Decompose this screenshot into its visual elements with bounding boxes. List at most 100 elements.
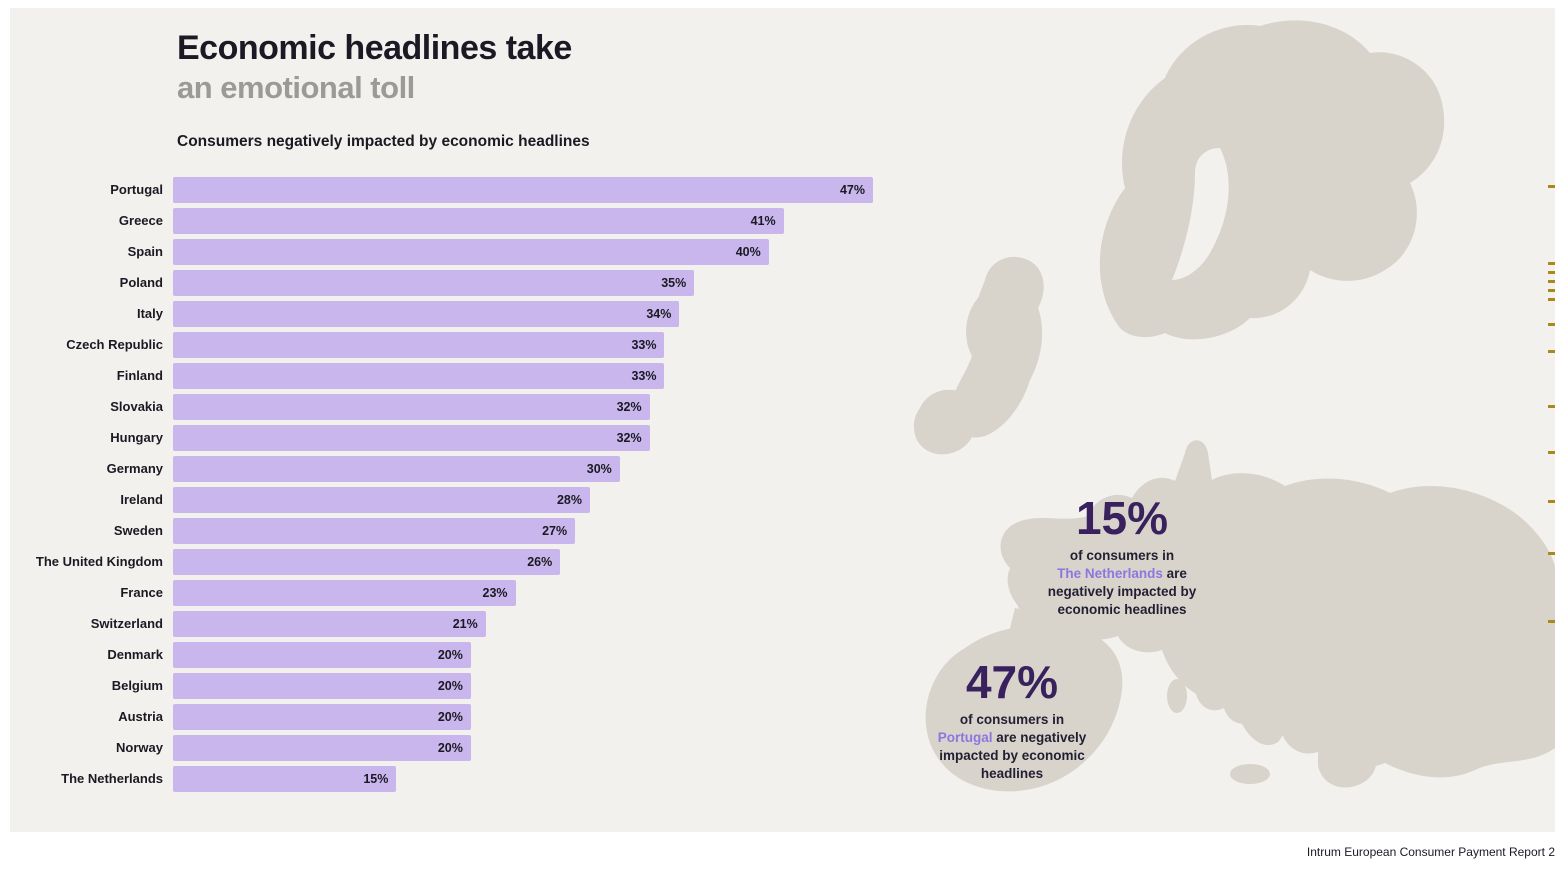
map-region-scandinavia [1099, 20, 1445, 340]
callout-netherlands: 15% of consumers in The Netherlands are ne… [1007, 494, 1237, 619]
bar-value-label: 32% [616, 399, 642, 414]
map-region-ireland [913, 389, 978, 455]
country-label: Austria [118, 709, 163, 724]
callout-text-line: of consumers in [959, 712, 1065, 728]
bar: 32% [173, 393, 650, 420]
bar-value-label: 20% [437, 740, 463, 755]
chart-row: France 23% [20, 577, 873, 608]
chart-row: Germany 30% [20, 453, 873, 484]
bar-track: 23% [173, 579, 873, 606]
bar-track: 30% [173, 455, 873, 482]
bar-value-label: 20% [437, 647, 463, 662]
country-label: Slovakia [110, 399, 163, 414]
callout-text-line: impacted by economic [939, 748, 1085, 764]
bar-value-label: 47% [839, 182, 865, 197]
page-subtitle: an emotional toll [177, 70, 415, 106]
bar-track: 28% [173, 486, 873, 513]
chart-row: Denmark 20% [20, 639, 873, 670]
chart-row: Poland 35% [20, 267, 873, 298]
country-label: Belgium [111, 678, 163, 693]
map-region-sardinia [1167, 679, 1187, 713]
map-region-sicily [1230, 764, 1270, 784]
edge-artifact-mark [1548, 500, 1555, 503]
bar-value-label: 20% [437, 709, 463, 724]
country-label: Switzerland [90, 616, 163, 631]
bar-track: 35% [173, 269, 873, 296]
chart-row: The Netherlands 15% [20, 763, 873, 794]
chart-row: Switzerland 21% [20, 608, 873, 639]
bar-track: 27% [173, 517, 873, 544]
callout-portugal: 47% of consumers in Portugal are negative… [897, 658, 1127, 783]
bar-chart: Portugal 47% Greece 41% Spain 40% Poland 35% Ita… [20, 174, 873, 794]
edge-artifact-mark [1548, 451, 1555, 454]
chart-row: Spain 40% [20, 236, 873, 267]
bar-track: 32% [173, 424, 873, 451]
edge-artifact-mark [1548, 271, 1555, 274]
bar-value-label: 28% [556, 492, 583, 507]
bar-track: 41% [173, 207, 873, 234]
chart-row: Portugal 47% [20, 174, 873, 205]
chart-row: Norway 20% [20, 732, 873, 763]
edge-artifact-mark [1548, 185, 1555, 188]
country-label: Norway [116, 740, 163, 755]
bar-value-label: 32% [616, 430, 642, 445]
country-label: Denmark [107, 647, 163, 662]
bar-track: 47% [173, 176, 873, 203]
bar: 32% [173, 424, 650, 451]
bar-value-label: 41% [750, 213, 776, 228]
country-label: Ireland [120, 492, 163, 507]
bar-track: 20% [173, 703, 873, 730]
bar-track: 32% [173, 393, 873, 420]
map-region-italy [1187, 611, 1283, 746]
bar-track: 21% [173, 610, 873, 637]
callout-text-netherlands: of consumers in The Netherlands are negati… [1007, 547, 1237, 619]
callout-text-line: headlines [980, 766, 1044, 782]
chart-row: Czech Republic 33% [20, 329, 873, 360]
bar-value-label: 27% [542, 523, 568, 538]
bar: 34% [173, 300, 680, 327]
callout-text-line: economic headlines [1057, 602, 1187, 618]
country-highlight: The Netherlands [1057, 566, 1163, 582]
map-region-mainland [1000, 440, 1555, 778]
chart-row: Italy 34% [20, 298, 873, 329]
bar: 20% [173, 703, 471, 730]
bar-value-label: 33% [631, 368, 657, 383]
bar: 27% [173, 517, 576, 544]
callout-text-line: The Netherlands are [1057, 566, 1187, 582]
bar-track: 15% [173, 765, 873, 792]
header: Economic headlines take an emotional tol… [177, 28, 797, 151]
edge-artifact-mark [1548, 620, 1555, 623]
country-label: Greece [118, 213, 163, 228]
country-label: Sweden [113, 523, 163, 538]
bar: 28% [173, 486, 591, 513]
country-label: Finland [116, 368, 163, 383]
chart-row: Belgium 20% [20, 670, 873, 701]
bar-value-label: 20% [437, 678, 463, 693]
edge-artifact-mark [1548, 552, 1555, 555]
country-label: Spain [127, 244, 163, 259]
bar-value-label: 15% [363, 771, 389, 786]
bar-value-label: 35% [661, 275, 687, 290]
country-label: France [120, 585, 163, 600]
country-highlight: Portugal [937, 730, 993, 746]
bar-track: 40% [173, 238, 873, 265]
bar: 33% [173, 362, 665, 389]
country-label: The United Kingdom [35, 554, 163, 569]
chart-row: Greece 41% [20, 205, 873, 236]
bar-track: 34% [173, 300, 873, 327]
bar-value-label: 30% [586, 461, 612, 476]
edge-artifact-mark [1548, 323, 1555, 326]
europe-map [913, 20, 1555, 792]
country-label: Poland [119, 275, 163, 290]
edge-artifact-mark [1548, 298, 1555, 301]
map-region-pyrenees [1006, 608, 1095, 660]
bar: 15% [173, 765, 397, 792]
chart-title: Consumers negatively impacted by economi… [177, 132, 590, 150]
chart-row: Sweden 27% [20, 515, 873, 546]
bar-track: 20% [173, 734, 873, 761]
bar: 20% [173, 672, 471, 699]
country-label: The Netherlands [61, 771, 163, 786]
bar-value-label: 26% [527, 554, 553, 569]
bar-value-label: 21% [452, 616, 478, 631]
edge-artifact-mark [1548, 280, 1555, 283]
